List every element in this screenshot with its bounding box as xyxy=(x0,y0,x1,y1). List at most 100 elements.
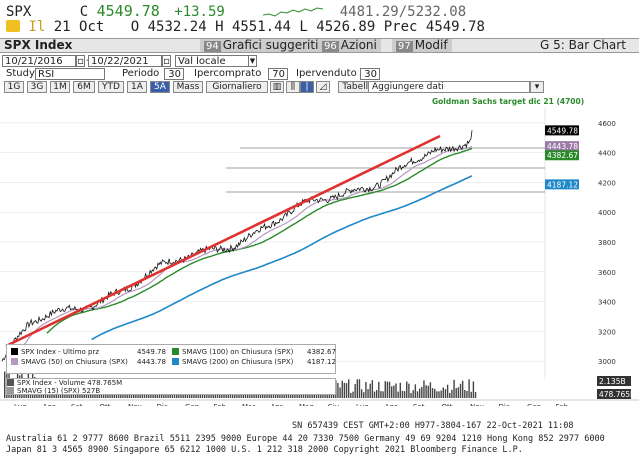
contact-line-1: Australia 61 2 9777 8600 Brazil 5511 239… xyxy=(6,434,605,444)
y-tick-label: 4000 xyxy=(598,209,616,217)
range-52w: 4481.29/5232.08 xyxy=(339,4,467,20)
suggested-charts-button[interactable]: 94 Grafici suggeriti xyxy=(200,39,323,52)
edit-button[interactable]: 97 Modif xyxy=(392,39,452,52)
volume-bar xyxy=(410,392,412,398)
volume-bar xyxy=(348,379,350,398)
range-6m-button[interactable]: 6M xyxy=(73,81,95,93)
range-1m-button[interactable]: 1M xyxy=(50,81,70,93)
legend-name: SMAVG (15) (SPX) xyxy=(17,387,80,395)
contact-line-2: Japan 81 3 4565 8900 Singapore 65 6212 1… xyxy=(6,445,523,455)
volume-bar xyxy=(434,388,436,398)
date-from-field[interactable]: 10/21/2016 xyxy=(2,55,76,67)
legend-value: 527B xyxy=(82,387,101,395)
btn-num: 94 xyxy=(204,41,221,52)
quote-detail: Il 21 Oct O 4532.24 H 4551.44 L 4526.89 … xyxy=(6,19,485,35)
chevron-down-icon[interactable]: ▼ xyxy=(248,55,257,67)
volume-bar xyxy=(343,382,346,398)
legend-item: SMAVG (100) on Chiusura (SPX) xyxy=(172,348,293,356)
volume-bar xyxy=(457,387,460,398)
legend-name: SMAVG (100) on Chiusura (SPX) xyxy=(182,348,294,356)
volume-bar xyxy=(397,391,399,398)
volume-bar xyxy=(371,380,374,398)
quote-date: 21 Oct xyxy=(53,19,105,35)
chart-type-icon[interactable]: ▥ xyxy=(270,81,284,93)
currency-select[interactable]: Val locale xyxy=(175,55,257,67)
line-icon[interactable]: ∣ xyxy=(300,81,314,93)
volume-bar xyxy=(358,379,361,398)
y-tick-label: 3600 xyxy=(598,269,616,277)
x-month-label: Set xyxy=(413,403,425,406)
sma200-line xyxy=(91,175,473,341)
y-tick-label: 4600 xyxy=(598,120,616,128)
period-input[interactable]: 30 xyxy=(164,68,184,80)
volume-bar xyxy=(92,392,94,398)
volume-bar xyxy=(444,389,447,398)
horizontal-reference-lines xyxy=(226,147,545,193)
volume-bar xyxy=(143,392,146,398)
x-axis: Lug Ago Set Ott Nov Dic Gen Feb Mar Apr Mag Giu Lug A… xyxy=(0,399,639,406)
prev-label: Prec xyxy=(383,19,418,35)
date-separator: - xyxy=(84,55,92,67)
volume-bar xyxy=(309,392,311,398)
x-month-label: Ott xyxy=(100,403,111,406)
study-select[interactable]: RSI xyxy=(35,68,105,80)
high-label: H xyxy=(215,19,224,35)
volume-bar xyxy=(270,392,272,398)
actions-button[interactable]: 96 Azioni xyxy=(318,39,381,52)
volume-tag-box xyxy=(597,389,631,399)
x-month-label: Nov xyxy=(128,403,142,406)
x-month-label: Ago xyxy=(43,403,57,406)
legend-swatch xyxy=(172,348,179,355)
volume-bar xyxy=(427,385,429,398)
volume-bar xyxy=(416,391,419,398)
open-price: 4532.24 xyxy=(147,19,207,35)
high-price: 4551.44 xyxy=(231,19,291,35)
sma100-line xyxy=(46,147,473,334)
target-annotation: Goldman Sachs target dic 21 (4700) xyxy=(432,97,584,106)
range-3d-button[interactable]: 3G xyxy=(27,81,47,93)
volume-bar xyxy=(459,383,462,398)
btn-label: Azioni xyxy=(340,38,377,52)
volume-bar xyxy=(105,392,107,398)
add-data-icon[interactable]: ▾ xyxy=(530,81,544,93)
volume-bar xyxy=(360,389,363,398)
range-ytd-button[interactable]: YTD xyxy=(98,81,124,93)
add-data-input[interactable]: Aggiungere dati xyxy=(368,81,530,93)
volume-bar xyxy=(425,385,427,398)
oversold-input[interactable]: 30 xyxy=(360,68,380,80)
status-line: SN 657439 CEST GMT+2:00 H977-3804-167 22… xyxy=(292,421,574,431)
x-month-label: Apr xyxy=(271,403,283,406)
btn-num: 96 xyxy=(322,41,339,52)
volume-bar xyxy=(369,383,371,398)
price-tag-label: 4382.67 xyxy=(547,151,578,160)
price-tag-box xyxy=(545,150,579,161)
calendar-icon[interactable]: ▫ xyxy=(162,55,171,67)
volume-bar xyxy=(354,384,356,398)
volume-bar xyxy=(421,386,423,398)
study-label: Study xyxy=(6,68,35,79)
y-tick-label: 3000 xyxy=(598,358,616,366)
date-to-field[interactable]: 10/22/2021 xyxy=(88,55,162,67)
frequency-select[interactable]: Giornaliero xyxy=(206,81,268,93)
open-label: O xyxy=(130,19,140,35)
overbought-input[interactable]: 70 xyxy=(268,68,288,80)
price-tag-label: 4443.78 xyxy=(547,142,578,151)
calendar-icon[interactable]: ▫ xyxy=(76,55,85,67)
range-1y-button[interactable]: 1A xyxy=(127,81,147,93)
mountain-icon[interactable]: ◿ xyxy=(316,81,330,93)
price-tag-box xyxy=(545,125,579,136)
range-5y-button[interactable]: 5A xyxy=(150,81,170,93)
range-max-button[interactable]: Mass xyxy=(173,81,203,93)
range-1d-button[interactable]: 1G xyxy=(4,81,24,93)
legend-name: SMAVG (200) on Chiusura (SPX) xyxy=(182,358,294,366)
x-month-label: Feb xyxy=(214,403,227,406)
candle-icon[interactable]: ⫼ xyxy=(286,81,300,93)
x-month-label: Ott xyxy=(442,403,453,406)
volume-bar xyxy=(464,389,466,398)
volume-bar xyxy=(363,392,365,398)
volume-bar xyxy=(388,381,391,398)
index-name: SPX Index xyxy=(4,38,73,52)
volume-bar xyxy=(378,381,380,398)
legend-value: 478.765M xyxy=(87,379,123,387)
